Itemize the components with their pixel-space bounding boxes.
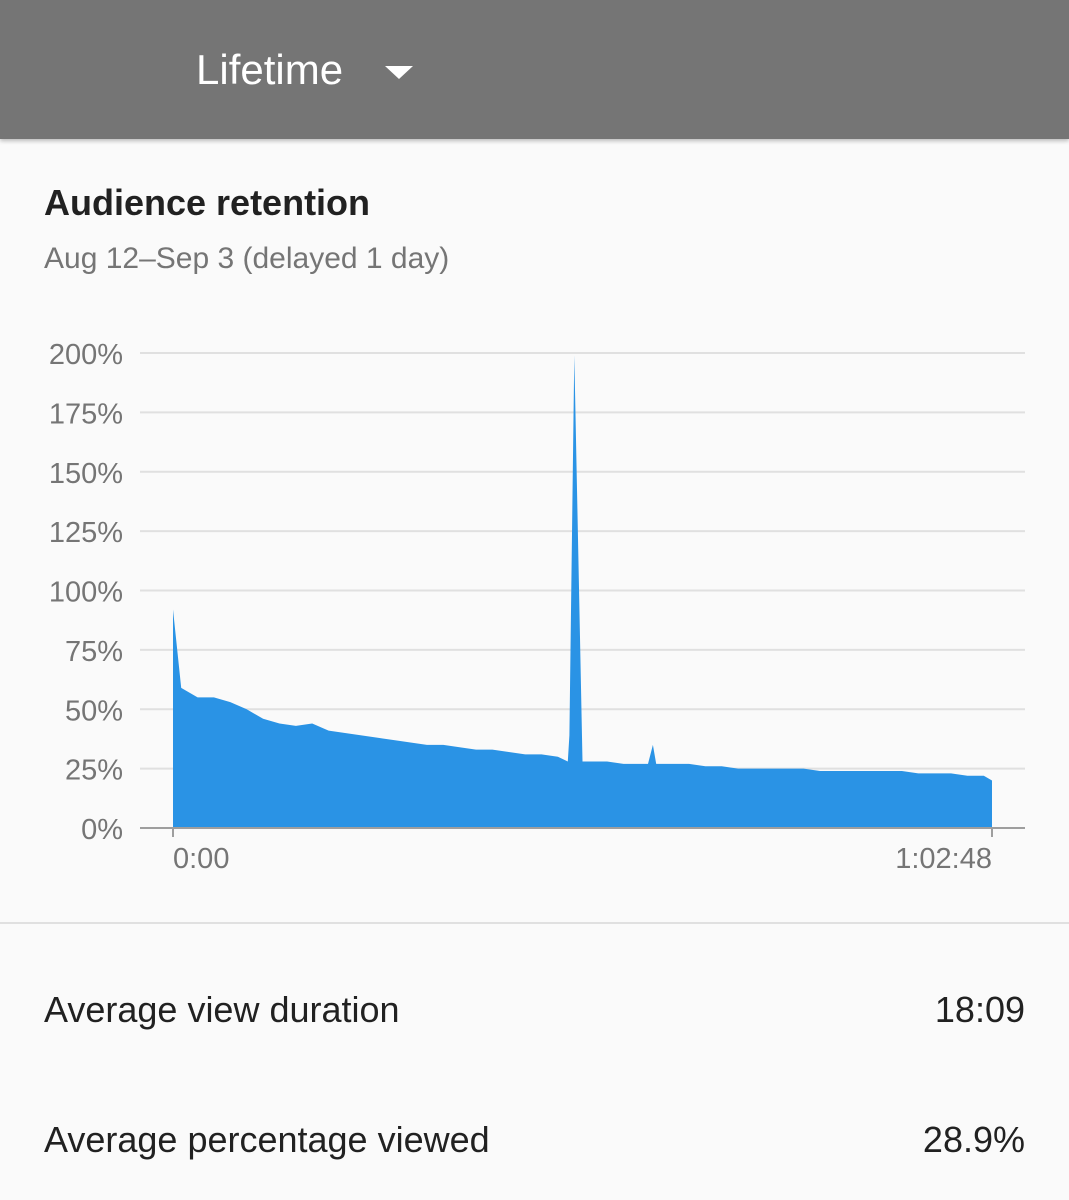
y-tick-label: 0% (81, 814, 123, 846)
y-tick-label: 50% (65, 695, 123, 727)
caret-down-icon (385, 65, 414, 79)
divider (0, 922, 1069, 924)
x-tick-label: 1:02:48 (895, 843, 992, 875)
y-tick-label: 75% (65, 636, 123, 668)
y-tick-label: 125% (49, 517, 123, 549)
y-tick-label: 200% (49, 339, 123, 371)
y-tick-label: 25% (65, 755, 123, 787)
period-label: Lifetime (196, 46, 344, 93)
top-app-bar: Lifetime (0, 0, 1069, 139)
metric-value-avg-percentage-viewed: 28.9% (922, 1119, 1025, 1160)
period-dropdown[interactable]: Lifetime (196, 45, 414, 95)
y-tick-label: 150% (49, 458, 123, 490)
card-subtitle: Aug 12–Sep 3 (delayed 1 day) (44, 242, 450, 275)
y-tick-label: 175% (49, 398, 123, 430)
y-tick-label: 100% (49, 577, 123, 609)
audience-retention-chart: 0% 25% 50% 75% 100% 125% 150% 175% 200% 0:00 1:02:… (49, 339, 1025, 875)
x-tick-label: 0:00 (173, 843, 229, 875)
metric-label-avg-percentage-viewed: Average percentage viewed (44, 1119, 490, 1160)
metric-label-avg-view-duration: Average view duration (44, 989, 400, 1030)
retention-area (173, 355, 992, 828)
metric-value-avg-view-duration: 18:09 (934, 989, 1025, 1030)
card-title: Audience retention (44, 182, 371, 223)
